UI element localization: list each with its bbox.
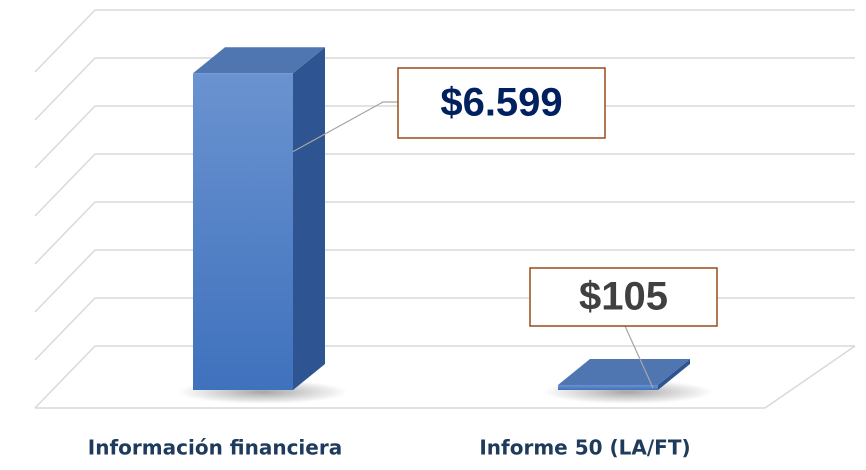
value-label: $6.599	[440, 81, 562, 125]
bar-top	[193, 47, 325, 74]
x-tick-label: Informe 50 (LA/FT)	[479, 436, 690, 460]
grid-line	[34, 57, 855, 121]
value-label: $105	[579, 275, 668, 319]
grid-line	[34, 345, 855, 409]
bar-front	[193, 73, 293, 391]
leader-line	[624, 325, 654, 389]
bar	[193, 47, 325, 391]
bar-side	[658, 358, 690, 390]
grid-line	[34, 201, 855, 265]
bar	[558, 358, 690, 390]
value-label-box	[529, 267, 718, 327]
bar-side	[293, 47, 325, 391]
grid-line	[34, 249, 855, 313]
floor-edge	[764, 345, 856, 409]
grid-line	[34, 153, 855, 217]
leader-line	[292, 101, 398, 153]
value-label-box	[397, 67, 606, 139]
bar-front	[558, 384, 658, 390]
x-tick-label: Información financiera	[88, 436, 342, 460]
bar-top	[558, 358, 690, 385]
grid-line	[34, 297, 855, 361]
grid-line	[34, 9, 855, 73]
